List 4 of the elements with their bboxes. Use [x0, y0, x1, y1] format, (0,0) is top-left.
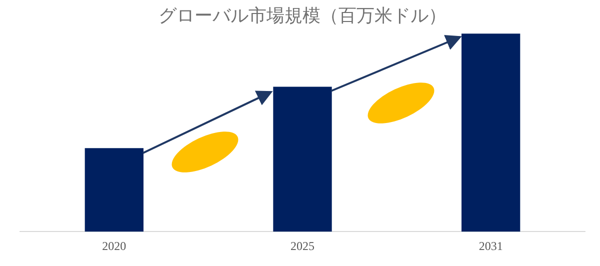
- x-tick-label: 2020: [102, 238, 126, 253]
- x-tick-label: 2025: [290, 238, 314, 253]
- chart-title: グローバル市場規模（百万米ドル）: [158, 5, 446, 26]
- x-tick-label: 2031: [478, 238, 503, 253]
